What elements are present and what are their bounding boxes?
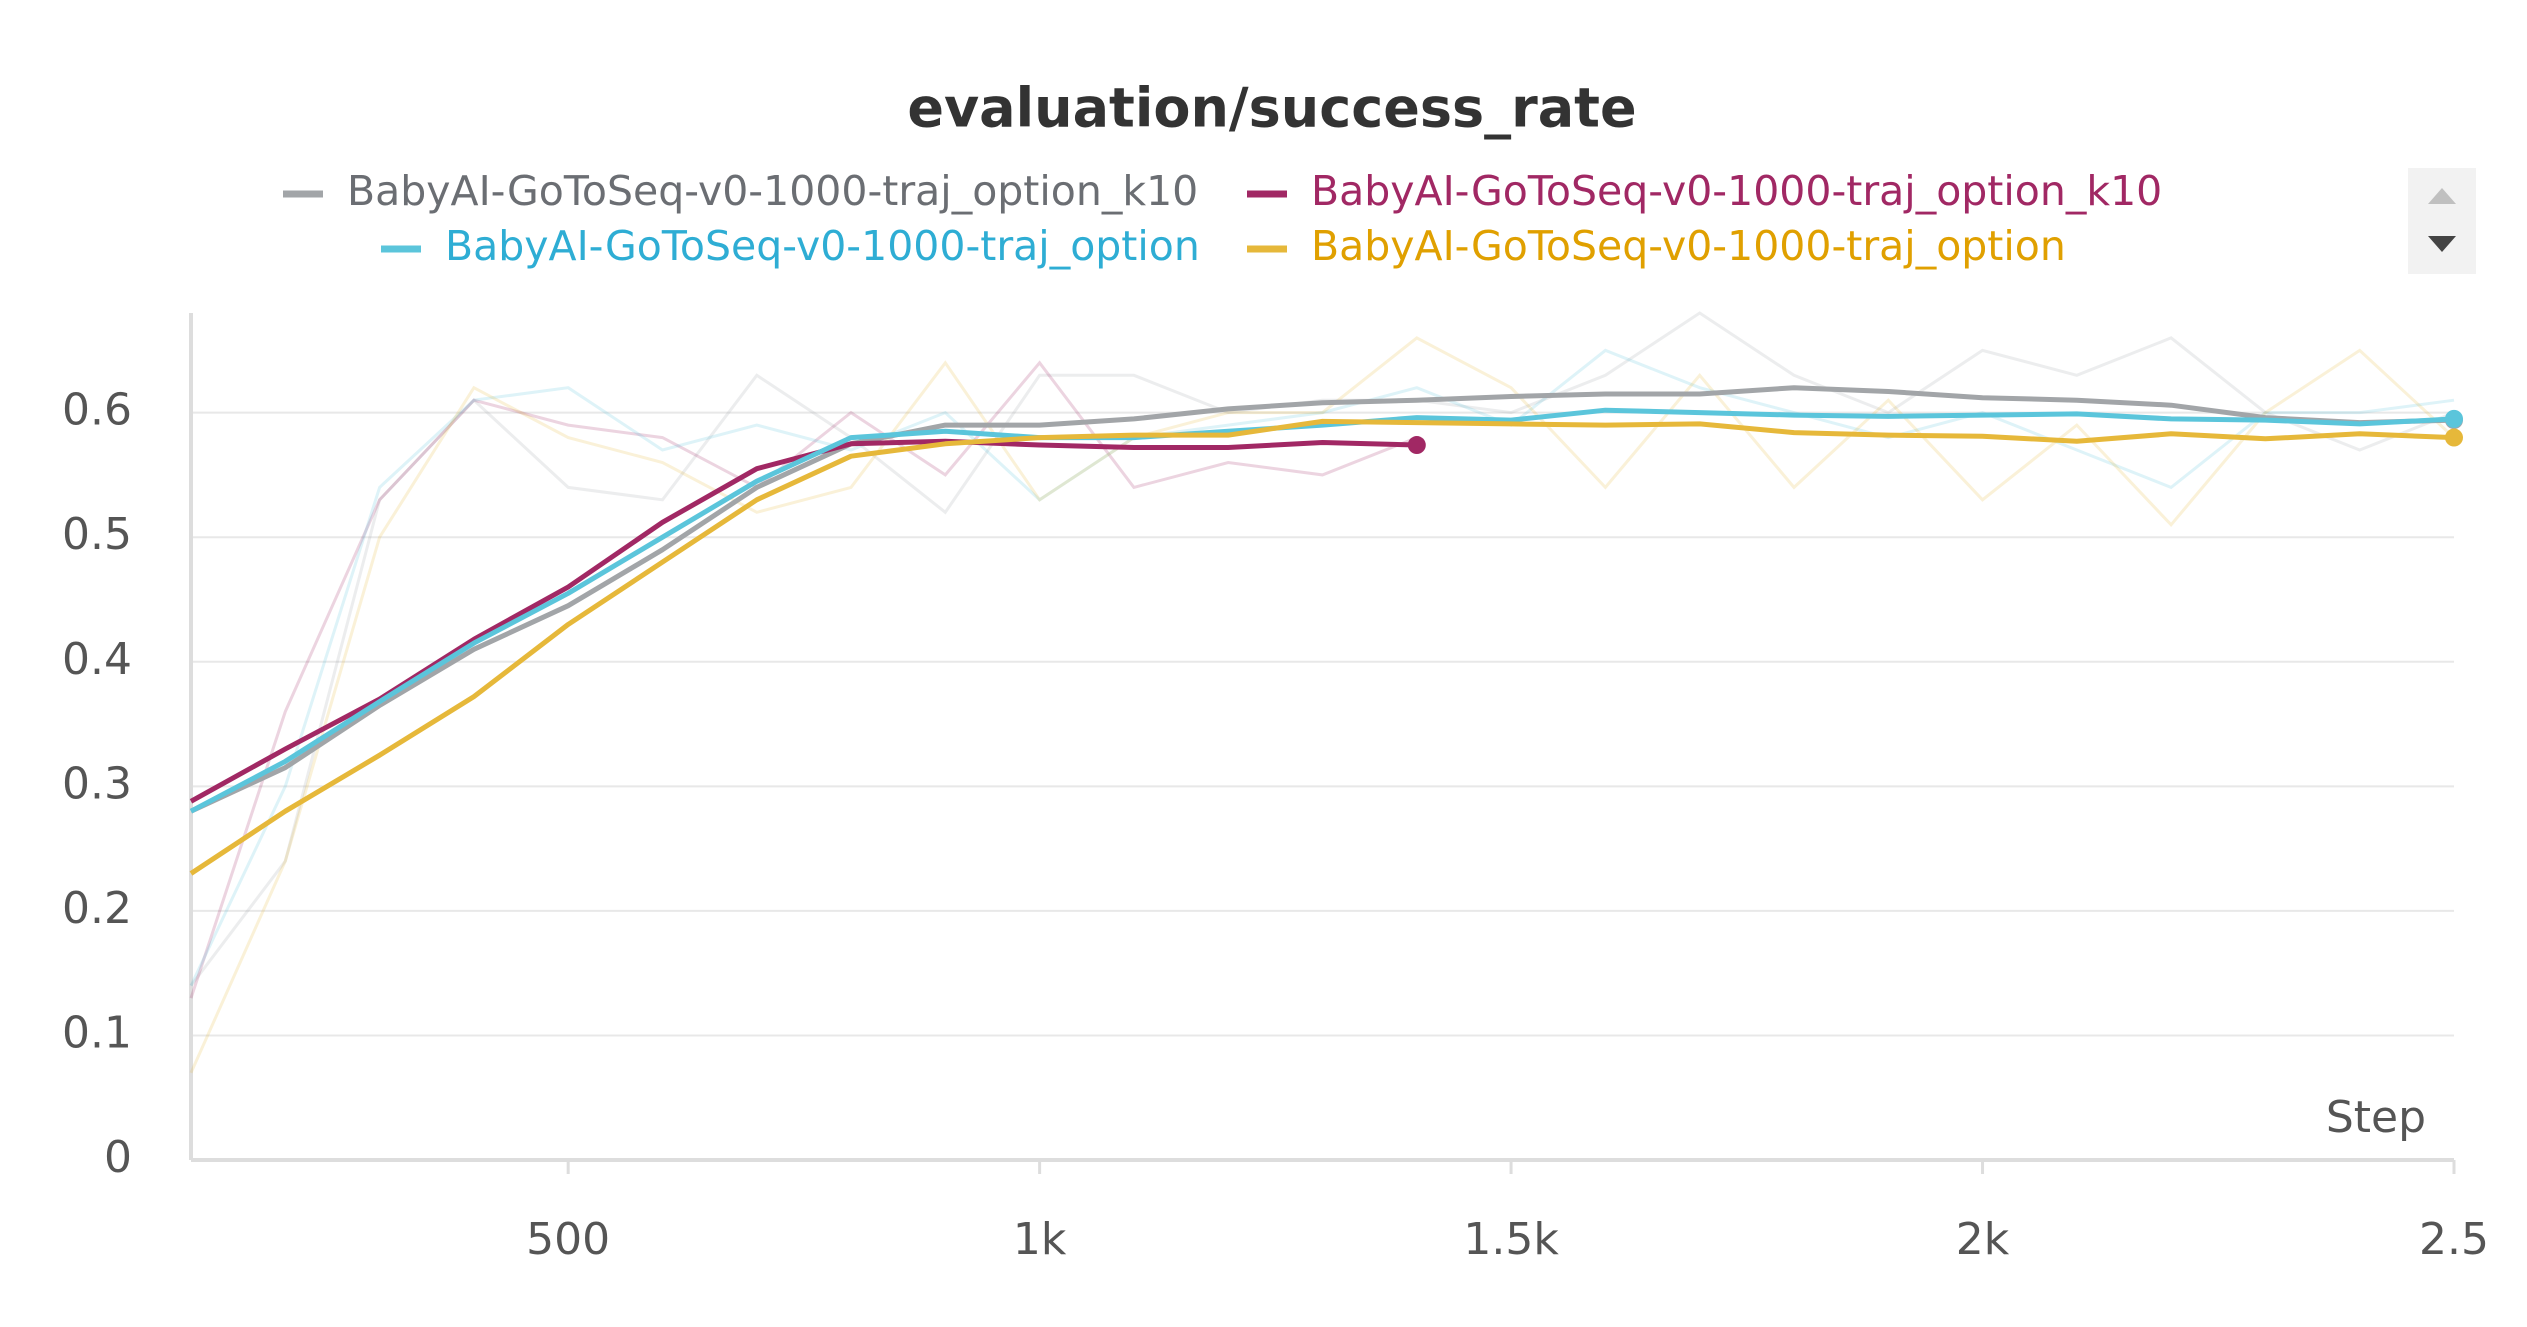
legend-label: BabyAI-GoToSeq-v0-1000-traj_option_k10: [1311, 167, 2162, 215]
y-tick-label: 0.5: [62, 509, 132, 560]
raw-line: [189, 336, 2456, 1074]
y-tick-label: 0: [104, 1132, 132, 1183]
y-tick-label: 0.6: [62, 385, 132, 436]
end-point: [2445, 409, 2463, 428]
end-point: [2445, 428, 2463, 447]
x-tick-label: 1k: [1013, 1214, 1067, 1265]
x-axis-label: Step: [2326, 1092, 2426, 1143]
raw-line: [189, 348, 2455, 987]
chart-title: evaluation/success_rate: [907, 77, 1636, 140]
line: [189, 407, 2455, 814]
line: [189, 385, 2455, 814]
y-tick-label: 0.2: [62, 883, 132, 934]
raw-line: [189, 360, 1418, 999]
x-tick-label: 2.5: [2419, 1214, 2489, 1265]
x-tick-label: 500: [526, 1214, 610, 1265]
x-tick-label: 2k: [1956, 1214, 2010, 1265]
end-point: [1407, 436, 1426, 455]
y-tick-label: 0.1: [62, 1007, 132, 1058]
legend-label: BabyAI-GoToSeq-v0-1000-traj_option_k10: [347, 167, 1198, 215]
line: [189, 418, 2455, 876]
legend-scroll[interactable]: [2408, 168, 2476, 274]
legend-label: BabyAI-GoToSeq-v0-1000-traj_option: [445, 222, 1200, 270]
scroll-down[interactable]: [2428, 236, 2456, 252]
y-tick-label: 0.4: [62, 634, 132, 685]
legend-label: BabyAI-GoToSeq-v0-1000-traj_option: [1311, 222, 2066, 270]
scroll-up[interactable]: [2428, 188, 2456, 204]
x-tick-label: 1.5k: [1463, 1214, 1559, 1265]
y-tick-label: 0.3: [62, 758, 132, 809]
